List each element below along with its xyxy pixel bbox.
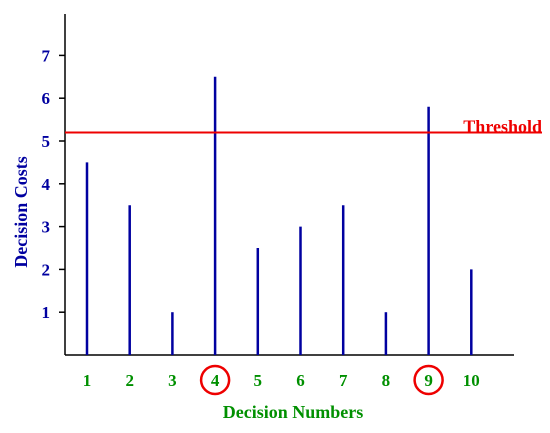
- x-tick-label: 4: [211, 371, 220, 390]
- y-tick-label: 6: [42, 89, 51, 108]
- x-tick-label: 1: [83, 371, 92, 390]
- y-tick-label: 5: [42, 132, 51, 151]
- threshold-label: Threshold: [463, 116, 542, 136]
- x-tick-label: 6: [296, 371, 305, 390]
- y-axis-ticks: 1 2 3 4 5 6 7: [42, 46, 65, 322]
- x-tick-label: 2: [125, 371, 134, 390]
- x-tick-label: 3: [168, 371, 177, 390]
- x-tick-label: 8: [382, 371, 391, 390]
- x-tick-label: 7: [339, 371, 348, 390]
- y-tick-label: 4: [42, 175, 51, 194]
- y-tick-label: 2: [42, 260, 51, 279]
- bars: [85, 76, 473, 355]
- axes: [64, 14, 514, 356]
- x-axis-ticks: 1 2 3 4 5 6 7 8 9 10: [83, 364, 480, 396]
- y-tick-label: 3: [42, 218, 51, 237]
- y-axis-label: Decision Costs: [11, 156, 31, 268]
- x-tick-label: 10: [463, 371, 480, 390]
- x-tick-label: 5: [254, 371, 263, 390]
- y-tick-label: 1: [42, 303, 51, 322]
- highlight-circle: [199, 364, 231, 396]
- x-tick-label: 9: [424, 371, 433, 390]
- highlight-circle: [413, 364, 444, 396]
- x-axis-label: Decision Numbers: [223, 402, 364, 422]
- y-tick-label: 7: [42, 46, 51, 65]
- threshold: Threshold: [65, 116, 542, 136]
